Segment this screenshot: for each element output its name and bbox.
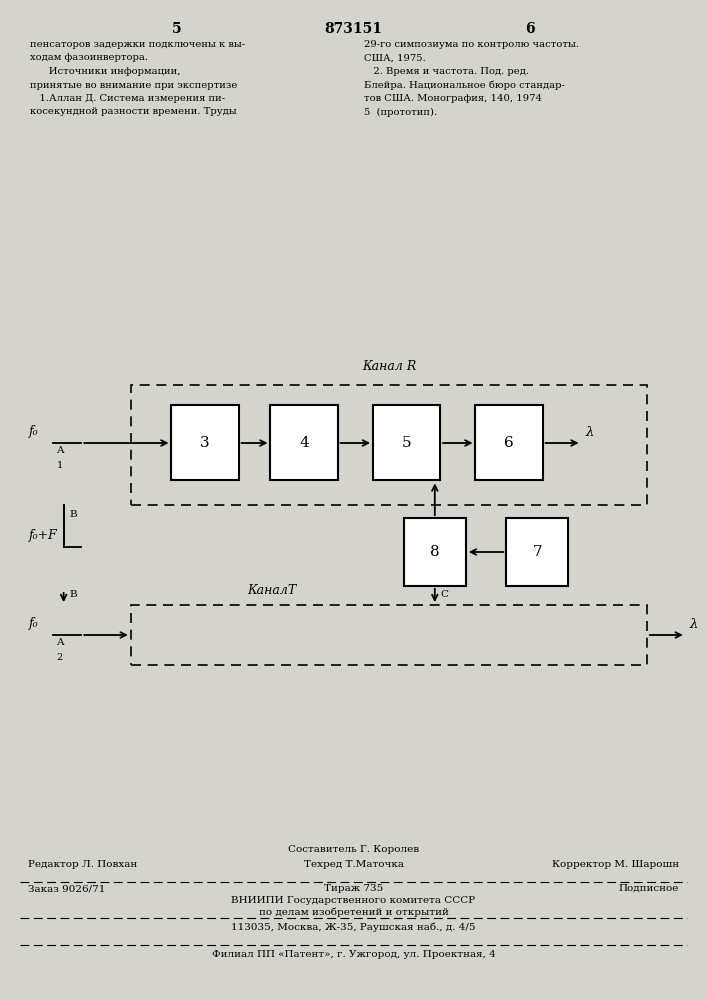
Text: 1.Аллан Д. Система измерения пи-: 1.Аллан Д. Система измерения пи- xyxy=(30,94,225,103)
Bar xyxy=(131,385,647,505)
Text: 113035, Москва, Ж-35, Раушская наб., д. 4/5: 113035, Москва, Ж-35, Раушская наб., д. … xyxy=(231,922,476,932)
Text: 5: 5 xyxy=(402,436,411,450)
Text: косекундной разности времени. Труды: косекундной разности времени. Труды xyxy=(30,107,236,116)
Text: 8: 8 xyxy=(430,545,440,559)
Text: 29-го симпозиума по контролю частоты.: 29-го симпозиума по контролю частоты. xyxy=(364,40,579,49)
Text: принятые во внимание при экспертизе: принятые во внимание при экспертизе xyxy=(30,81,237,90)
Text: Канал R: Канал R xyxy=(362,360,416,373)
Bar xyxy=(404,518,466,586)
Text: Подписное: Подписное xyxy=(619,884,679,893)
Text: λ: λ xyxy=(689,618,698,631)
Bar xyxy=(506,518,568,586)
Text: λ: λ xyxy=(585,426,593,439)
Text: B: B xyxy=(69,510,77,519)
Text: f₀: f₀ xyxy=(28,425,38,438)
Text: f₀+F: f₀+F xyxy=(28,529,57,542)
Text: пенсаторов задержки подключены к вы-: пенсаторов задержки подключены к вы- xyxy=(30,40,245,49)
Bar xyxy=(131,605,647,665)
Text: Редактор Л. Повхан: Редактор Л. Повхан xyxy=(28,860,138,869)
Text: 6: 6 xyxy=(504,436,514,450)
Text: Корректор М. Шарошн: Корректор М. Шарошн xyxy=(551,860,679,869)
Text: тов США. Монография, 140, 1974: тов США. Монография, 140, 1974 xyxy=(364,94,542,103)
Text: 2: 2 xyxy=(57,653,63,662)
Text: 873151: 873151 xyxy=(325,22,382,36)
Text: Составитель Г. Королев: Составитель Г. Королев xyxy=(288,845,419,854)
Text: по делам изобретений и открытий: по делам изобретений и открытий xyxy=(259,908,448,917)
Text: f₀: f₀ xyxy=(28,617,38,630)
Text: 5: 5 xyxy=(172,22,182,36)
Text: Заказ 9026/71: Заказ 9026/71 xyxy=(28,884,105,893)
Text: 7: 7 xyxy=(532,545,542,559)
Bar xyxy=(171,405,239,480)
Text: Блейра. Национальное бюро стандар-: Блейра. Национальное бюро стандар- xyxy=(364,81,565,90)
Text: США, 1975.: США, 1975. xyxy=(364,53,426,62)
Bar xyxy=(475,405,543,480)
Text: 5  (прототип).: 5 (прототип). xyxy=(364,107,437,117)
Text: Тираж 735: Тираж 735 xyxy=(324,884,383,893)
Text: A: A xyxy=(57,446,64,455)
Bar xyxy=(270,405,338,480)
Text: Техред Т.Маточка: Техред Т.Маточка xyxy=(303,860,404,869)
Text: КаналТ: КаналТ xyxy=(247,584,297,597)
Text: 1: 1 xyxy=(57,461,63,470)
Text: 3: 3 xyxy=(200,436,210,450)
Text: A: A xyxy=(57,638,64,647)
Text: 2. Время и частота. Под. ред.: 2. Время и частота. Под. ред. xyxy=(364,67,529,76)
Text: ходам фазоинвертора.: ходам фазоинвертора. xyxy=(30,53,148,62)
Text: 6: 6 xyxy=(525,22,535,36)
Text: Филиал ПП «Патент», г. Ужгород, ул. Проектная, 4: Филиал ПП «Патент», г. Ужгород, ул. Прое… xyxy=(211,950,496,959)
Text: ВНИИПИ Государственного комитета СССР: ВНИИПИ Государственного комитета СССР xyxy=(231,896,476,905)
Text: B: B xyxy=(69,590,77,599)
Bar xyxy=(373,405,440,480)
Text: Источники информации,: Источники информации, xyxy=(30,67,180,76)
Text: 4: 4 xyxy=(299,436,309,450)
Text: C: C xyxy=(440,590,448,599)
